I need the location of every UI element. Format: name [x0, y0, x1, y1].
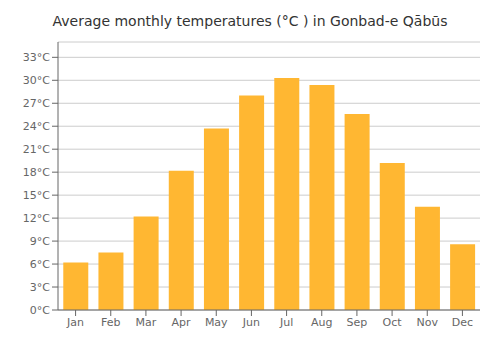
svg-text:3°C: 3°C [30, 281, 50, 294]
svg-text:Dec: Dec [452, 316, 473, 329]
svg-text:6°C: 6°C [30, 258, 50, 271]
svg-text:27°C: 27°C [23, 97, 50, 110]
svg-text:Jul: Jul [279, 316, 293, 329]
svg-text:Apr: Apr [172, 316, 192, 329]
svg-text:33°C: 33°C [23, 51, 50, 64]
svg-text:15°C: 15°C [23, 189, 50, 202]
svg-text:24°C: 24°C [23, 120, 50, 133]
svg-text:Jan: Jan [66, 316, 84, 329]
svg-text:May: May [205, 316, 228, 329]
svg-text:Sep: Sep [347, 316, 368, 329]
svg-text:18°C: 18°C [23, 166, 50, 179]
html-text:Average monthly temperatures (: Average monthly temperatures (°C ) in Go… [52, 13, 448, 29]
svg-text:Nov: Nov [417, 316, 439, 329]
svg-text:Mar: Mar [136, 316, 157, 329]
svg-text:9°C: 9°C [30, 235, 50, 248]
svg-text:0°C: 0°C [30, 304, 50, 317]
svg-text:12°C: 12°C [23, 212, 50, 225]
svg-text:Oct: Oct [383, 316, 403, 329]
svg-text:21°C: 21°C [23, 143, 50, 156]
svg-text:Aug: Aug [311, 316, 332, 329]
svg-text:Feb: Feb [101, 316, 120, 329]
svg-text:Jun: Jun [242, 316, 260, 329]
svg-text:30°C: 30°C [23, 74, 50, 87]
